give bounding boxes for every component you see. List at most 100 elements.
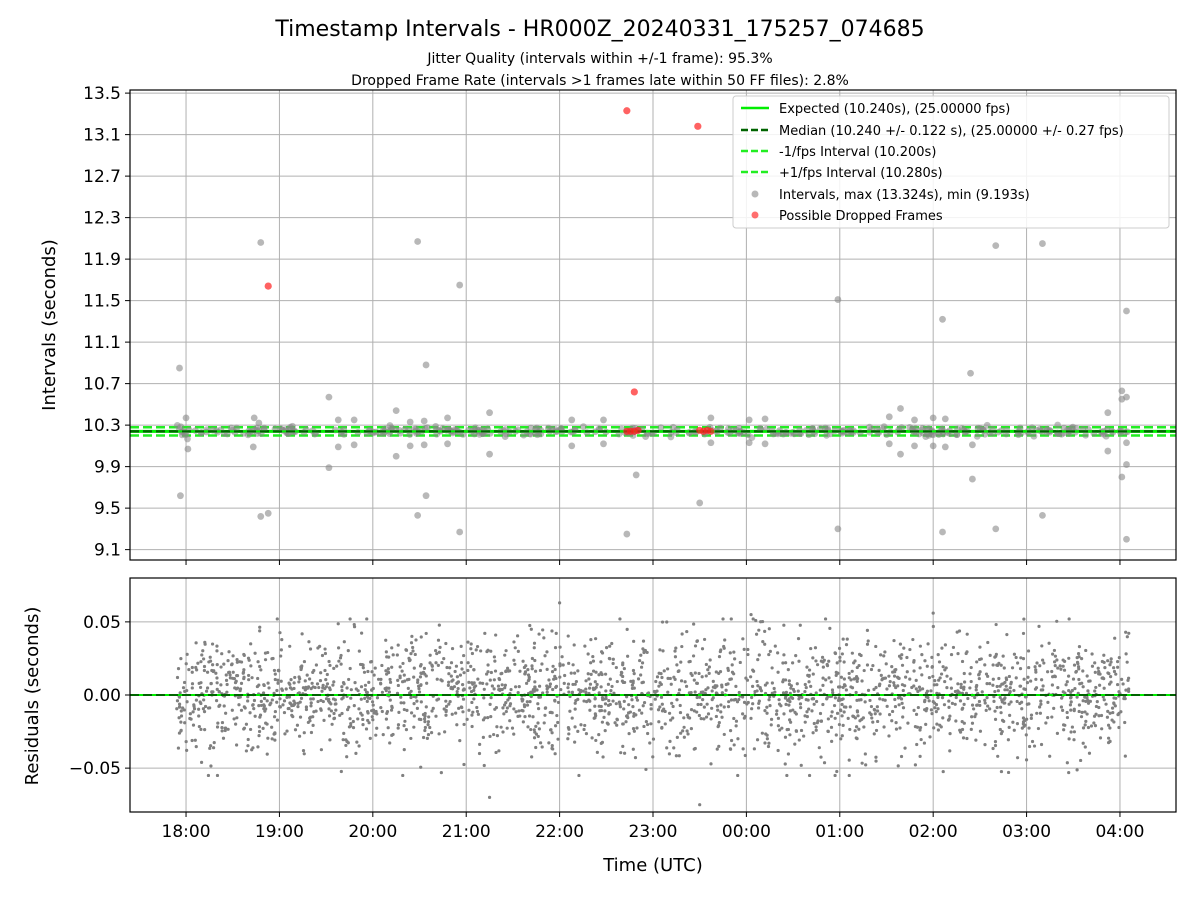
residual-point	[458, 739, 462, 743]
residual-point	[700, 647, 705, 651]
dropped-frame-point	[264, 282, 272, 290]
residual-point	[975, 703, 979, 707]
residual-point	[412, 666, 416, 670]
residual-point	[199, 660, 203, 664]
residual-point	[444, 713, 448, 717]
residual-point	[177, 702, 182, 706]
residual-point	[680, 632, 684, 636]
residual-point	[458, 673, 463, 677]
residual-point	[776, 724, 780, 728]
residual-point	[1065, 710, 1069, 715]
residual-point	[297, 691, 301, 695]
residual-point	[893, 697, 897, 702]
residual-point	[212, 741, 216, 745]
residual-point	[597, 673, 601, 677]
residual-point	[839, 737, 843, 741]
interval-point	[406, 418, 414, 426]
x-tick-label: 21:00	[442, 822, 491, 842]
residual-point	[262, 704, 266, 708]
residual-point	[887, 713, 892, 717]
residual-point	[533, 669, 538, 673]
residual-point	[336, 622, 340, 626]
residual-point	[999, 711, 1003, 715]
residual-point	[450, 679, 454, 683]
residual-point	[708, 658, 712, 662]
residual-point	[510, 726, 515, 730]
residual-point	[428, 725, 432, 730]
residual-point	[384, 717, 388, 721]
residual-point	[760, 731, 764, 735]
residual-point	[372, 673, 376, 677]
residual-point	[244, 749, 249, 753]
residual-point	[597, 691, 601, 695]
residual-point	[401, 773, 405, 778]
residual-point	[517, 685, 521, 689]
residual-point	[659, 672, 663, 676]
residual-point	[534, 688, 538, 692]
residual-point	[891, 670, 895, 674]
residual-point	[911, 637, 915, 642]
residual-point	[960, 691, 965, 695]
residual-point	[765, 733, 769, 737]
residual-point	[1061, 664, 1065, 668]
residual-point	[877, 668, 881, 672]
residual-point	[815, 721, 819, 725]
residual-point	[562, 681, 566, 685]
residual-point	[666, 690, 670, 694]
residual-point	[774, 712, 779, 716]
residual-point	[1106, 671, 1110, 675]
residual-point	[583, 644, 587, 648]
residual-point	[709, 762, 713, 766]
residual-point	[1103, 666, 1107, 670]
residual-point	[556, 737, 560, 741]
interval-point	[527, 424, 535, 432]
residual-point	[516, 690, 520, 695]
residual-point	[411, 645, 415, 650]
residual-point	[1018, 701, 1022, 706]
residual-point	[238, 687, 243, 691]
residual-point	[806, 673, 810, 677]
residual-point	[932, 683, 936, 687]
residual-point	[937, 678, 941, 682]
residual-point	[505, 726, 509, 730]
residual-point	[894, 720, 898, 725]
residual-point	[871, 720, 875, 724]
residual-point	[829, 725, 834, 729]
residual-point	[1102, 698, 1106, 702]
residual-point	[913, 725, 918, 729]
residual-point	[660, 620, 665, 624]
residual-point	[469, 664, 473, 668]
residual-point	[524, 664, 528, 668]
residual-point	[366, 669, 370, 674]
residual-point	[530, 667, 534, 671]
residual-point	[334, 708, 338, 712]
residual-point	[205, 686, 210, 690]
interval-point	[761, 440, 769, 448]
residual-point	[266, 650, 270, 655]
residual-point	[460, 705, 464, 710]
residual-point	[1039, 702, 1043, 706]
residual-point	[185, 652, 189, 656]
residual-point	[785, 773, 789, 778]
residual-point	[943, 643, 947, 647]
residual-point	[352, 704, 356, 708]
residual-point	[1012, 688, 1016, 693]
residual-point	[1087, 751, 1092, 755]
residual-point	[518, 669, 522, 673]
residual-point	[646, 731, 650, 736]
residual-point	[290, 709, 294, 713]
residual-point	[538, 668, 543, 673]
residual-point	[1065, 715, 1070, 720]
residual-point	[384, 650, 388, 654]
residual-point	[512, 732, 516, 736]
residual-point	[404, 648, 408, 652]
residual-point	[751, 702, 755, 706]
residual-point	[449, 686, 453, 690]
residual-point	[937, 660, 942, 664]
residual-point	[212, 669, 216, 673]
residual-point	[776, 651, 780, 655]
residual-point	[627, 703, 631, 707]
residual-point	[1038, 711, 1043, 715]
residual-point	[695, 681, 700, 685]
residual-point	[988, 653, 992, 658]
